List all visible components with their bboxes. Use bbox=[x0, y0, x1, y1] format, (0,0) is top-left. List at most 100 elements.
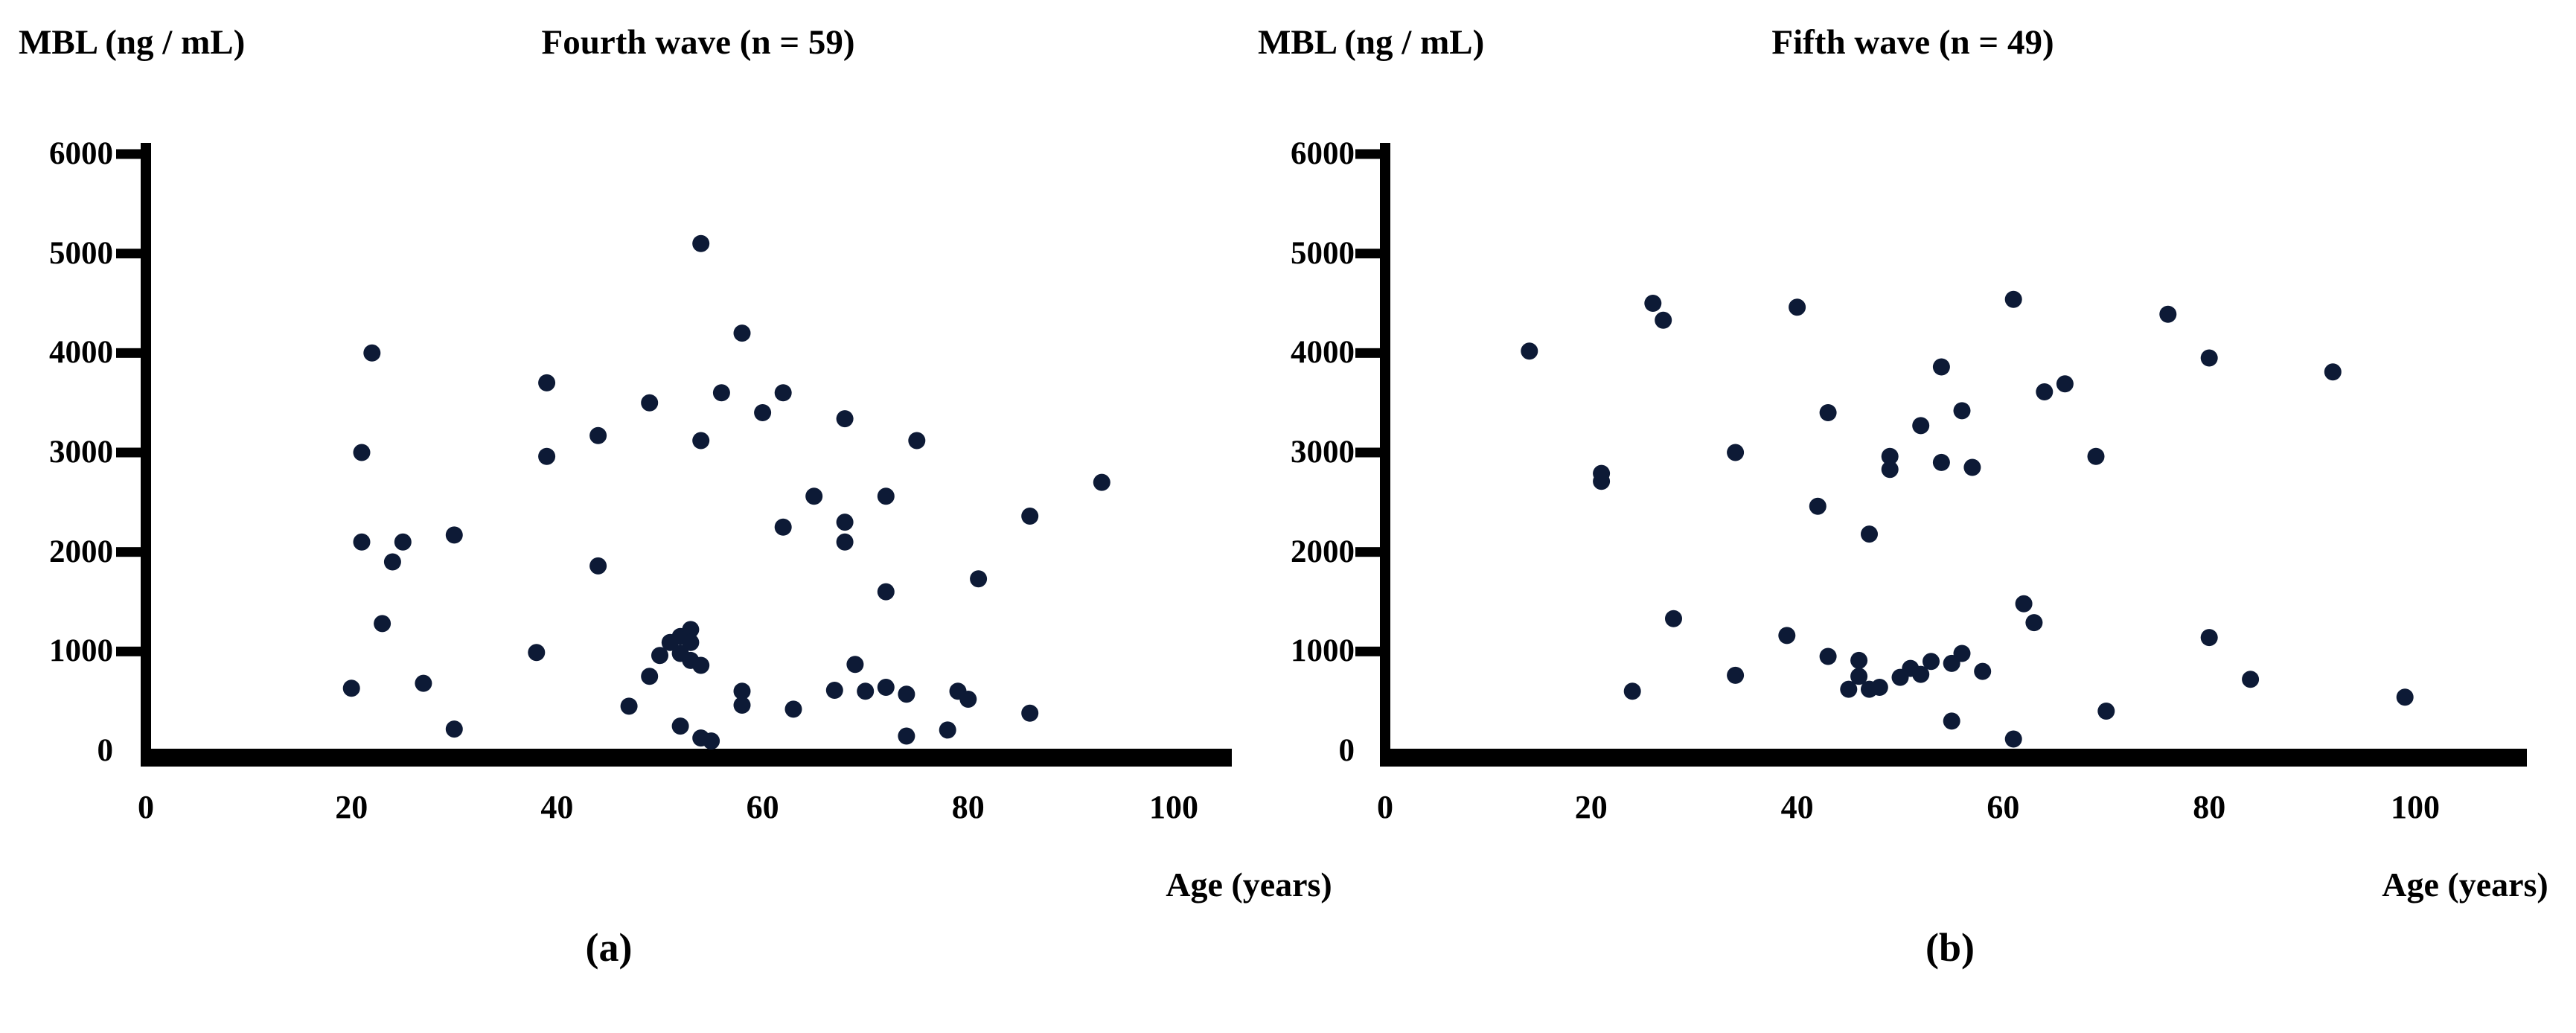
data-point bbox=[1021, 508, 1039, 525]
y-tick-mark bbox=[1355, 447, 1385, 458]
data-point bbox=[1655, 311, 1672, 329]
data-point bbox=[1727, 444, 1745, 461]
data-point bbox=[1912, 417, 1930, 435]
data-point bbox=[1809, 497, 1826, 515]
y-tick-mark bbox=[1355, 547, 1385, 557]
data-point bbox=[959, 691, 977, 708]
x-tick-label: 100 bbox=[1149, 789, 1198, 825]
data-point bbox=[1881, 461, 1899, 479]
y-axis-label-b: MBL (ng / mL) bbox=[1258, 23, 1485, 62]
y-tick-mark bbox=[1355, 348, 1385, 358]
data-point bbox=[1932, 358, 1950, 376]
data-point bbox=[733, 324, 751, 342]
data-point bbox=[1521, 342, 1538, 360]
data-point bbox=[898, 685, 915, 703]
x-axis-label-b: Age (years) bbox=[2382, 866, 2548, 904]
x-tick-label: 20 bbox=[1574, 789, 1608, 825]
data-point bbox=[538, 447, 556, 465]
data-point bbox=[353, 533, 371, 551]
data-point bbox=[2025, 614, 2043, 632]
data-point bbox=[1881, 447, 1899, 465]
data-point bbox=[712, 384, 730, 402]
data-point bbox=[2056, 375, 2074, 393]
y-tick-label: 2000 bbox=[1291, 534, 1355, 569]
y-tick-label: 4000 bbox=[49, 335, 113, 371]
data-point bbox=[2004, 730, 2022, 748]
data-point bbox=[641, 668, 659, 685]
y-tick-label: 4000 bbox=[1291, 335, 1355, 371]
panel-caption-b: (b) bbox=[1925, 925, 1975, 970]
y-tick-mark bbox=[1355, 149, 1385, 159]
x-tick-label: 100 bbox=[2391, 789, 2440, 825]
data-point bbox=[1644, 295, 1662, 312]
panel-title-a: Fourth wave (n = 59) bbox=[541, 23, 855, 62]
data-point bbox=[1974, 662, 1992, 680]
data-point bbox=[2396, 688, 2414, 706]
x-tick-label: 0 bbox=[138, 789, 154, 825]
panel-title-b: Fifth wave (n = 49) bbox=[1771, 23, 2054, 62]
panel-caption-a: (a) bbox=[585, 925, 633, 970]
y-tick-mark bbox=[116, 547, 146, 557]
data-point bbox=[682, 621, 700, 639]
data-point bbox=[2015, 595, 2033, 613]
data-point bbox=[733, 682, 751, 700]
data-point bbox=[353, 444, 371, 461]
y-tick-label: 3000 bbox=[1291, 435, 1355, 470]
data-point bbox=[1923, 653, 1940, 671]
data-point bbox=[671, 717, 689, 735]
y-tick-label: 6000 bbox=[1291, 136, 1355, 171]
data-point bbox=[692, 432, 710, 450]
data-point bbox=[1850, 651, 1868, 669]
y-axis-label-a: MBL (ng / mL) bbox=[19, 23, 246, 62]
y-tick-mark bbox=[116, 646, 146, 656]
x-tick-label: 60 bbox=[746, 789, 779, 825]
data-point bbox=[1665, 610, 1682, 627]
x-tick-label: 80 bbox=[951, 789, 985, 825]
y-tick-label: 3000 bbox=[49, 435, 113, 470]
data-point bbox=[1819, 404, 1837, 421]
data-point bbox=[2087, 447, 2105, 465]
data-point bbox=[970, 570, 988, 588]
data-point bbox=[692, 656, 710, 674]
data-point bbox=[836, 533, 854, 551]
data-point bbox=[774, 518, 792, 536]
y-tick-label: 6000 bbox=[49, 136, 113, 171]
data-point bbox=[857, 682, 875, 700]
data-point bbox=[2200, 349, 2218, 367]
data-point bbox=[1093, 473, 1110, 491]
x-tick-label: 20 bbox=[335, 789, 368, 825]
x-tick-label: 40 bbox=[540, 789, 574, 825]
x-axis-line bbox=[1381, 749, 2527, 767]
data-point bbox=[2159, 305, 2177, 323]
data-point bbox=[2200, 629, 2218, 647]
data-point bbox=[836, 514, 854, 531]
y-tick-mark bbox=[116, 447, 146, 458]
data-point bbox=[1912, 665, 1930, 683]
data-point bbox=[394, 533, 412, 551]
data-point bbox=[342, 679, 360, 697]
data-point bbox=[805, 487, 823, 505]
data-point bbox=[528, 644, 546, 662]
y-tick-label: 0 bbox=[1338, 733, 1355, 768]
data-point bbox=[682, 633, 700, 651]
data-point bbox=[784, 700, 802, 718]
y-tick-label: 1000 bbox=[1291, 633, 1355, 669]
x-tick-label: 0 bbox=[1377, 789, 1393, 825]
data-point bbox=[877, 583, 895, 601]
data-point bbox=[1870, 679, 1888, 696]
data-point bbox=[1593, 473, 1611, 490]
data-point bbox=[415, 674, 432, 692]
data-point bbox=[1778, 627, 1796, 645]
y-tick-label: 1000 bbox=[49, 633, 113, 669]
data-point bbox=[1021, 704, 1039, 722]
data-point bbox=[1789, 298, 1806, 316]
x-tick-label: 60 bbox=[1987, 789, 2020, 825]
data-point bbox=[2036, 383, 2054, 400]
data-point bbox=[1953, 645, 1971, 662]
data-point bbox=[1932, 453, 1950, 471]
data-point bbox=[774, 384, 792, 402]
y-tick-mark bbox=[1355, 249, 1385, 259]
data-point bbox=[651, 647, 668, 665]
